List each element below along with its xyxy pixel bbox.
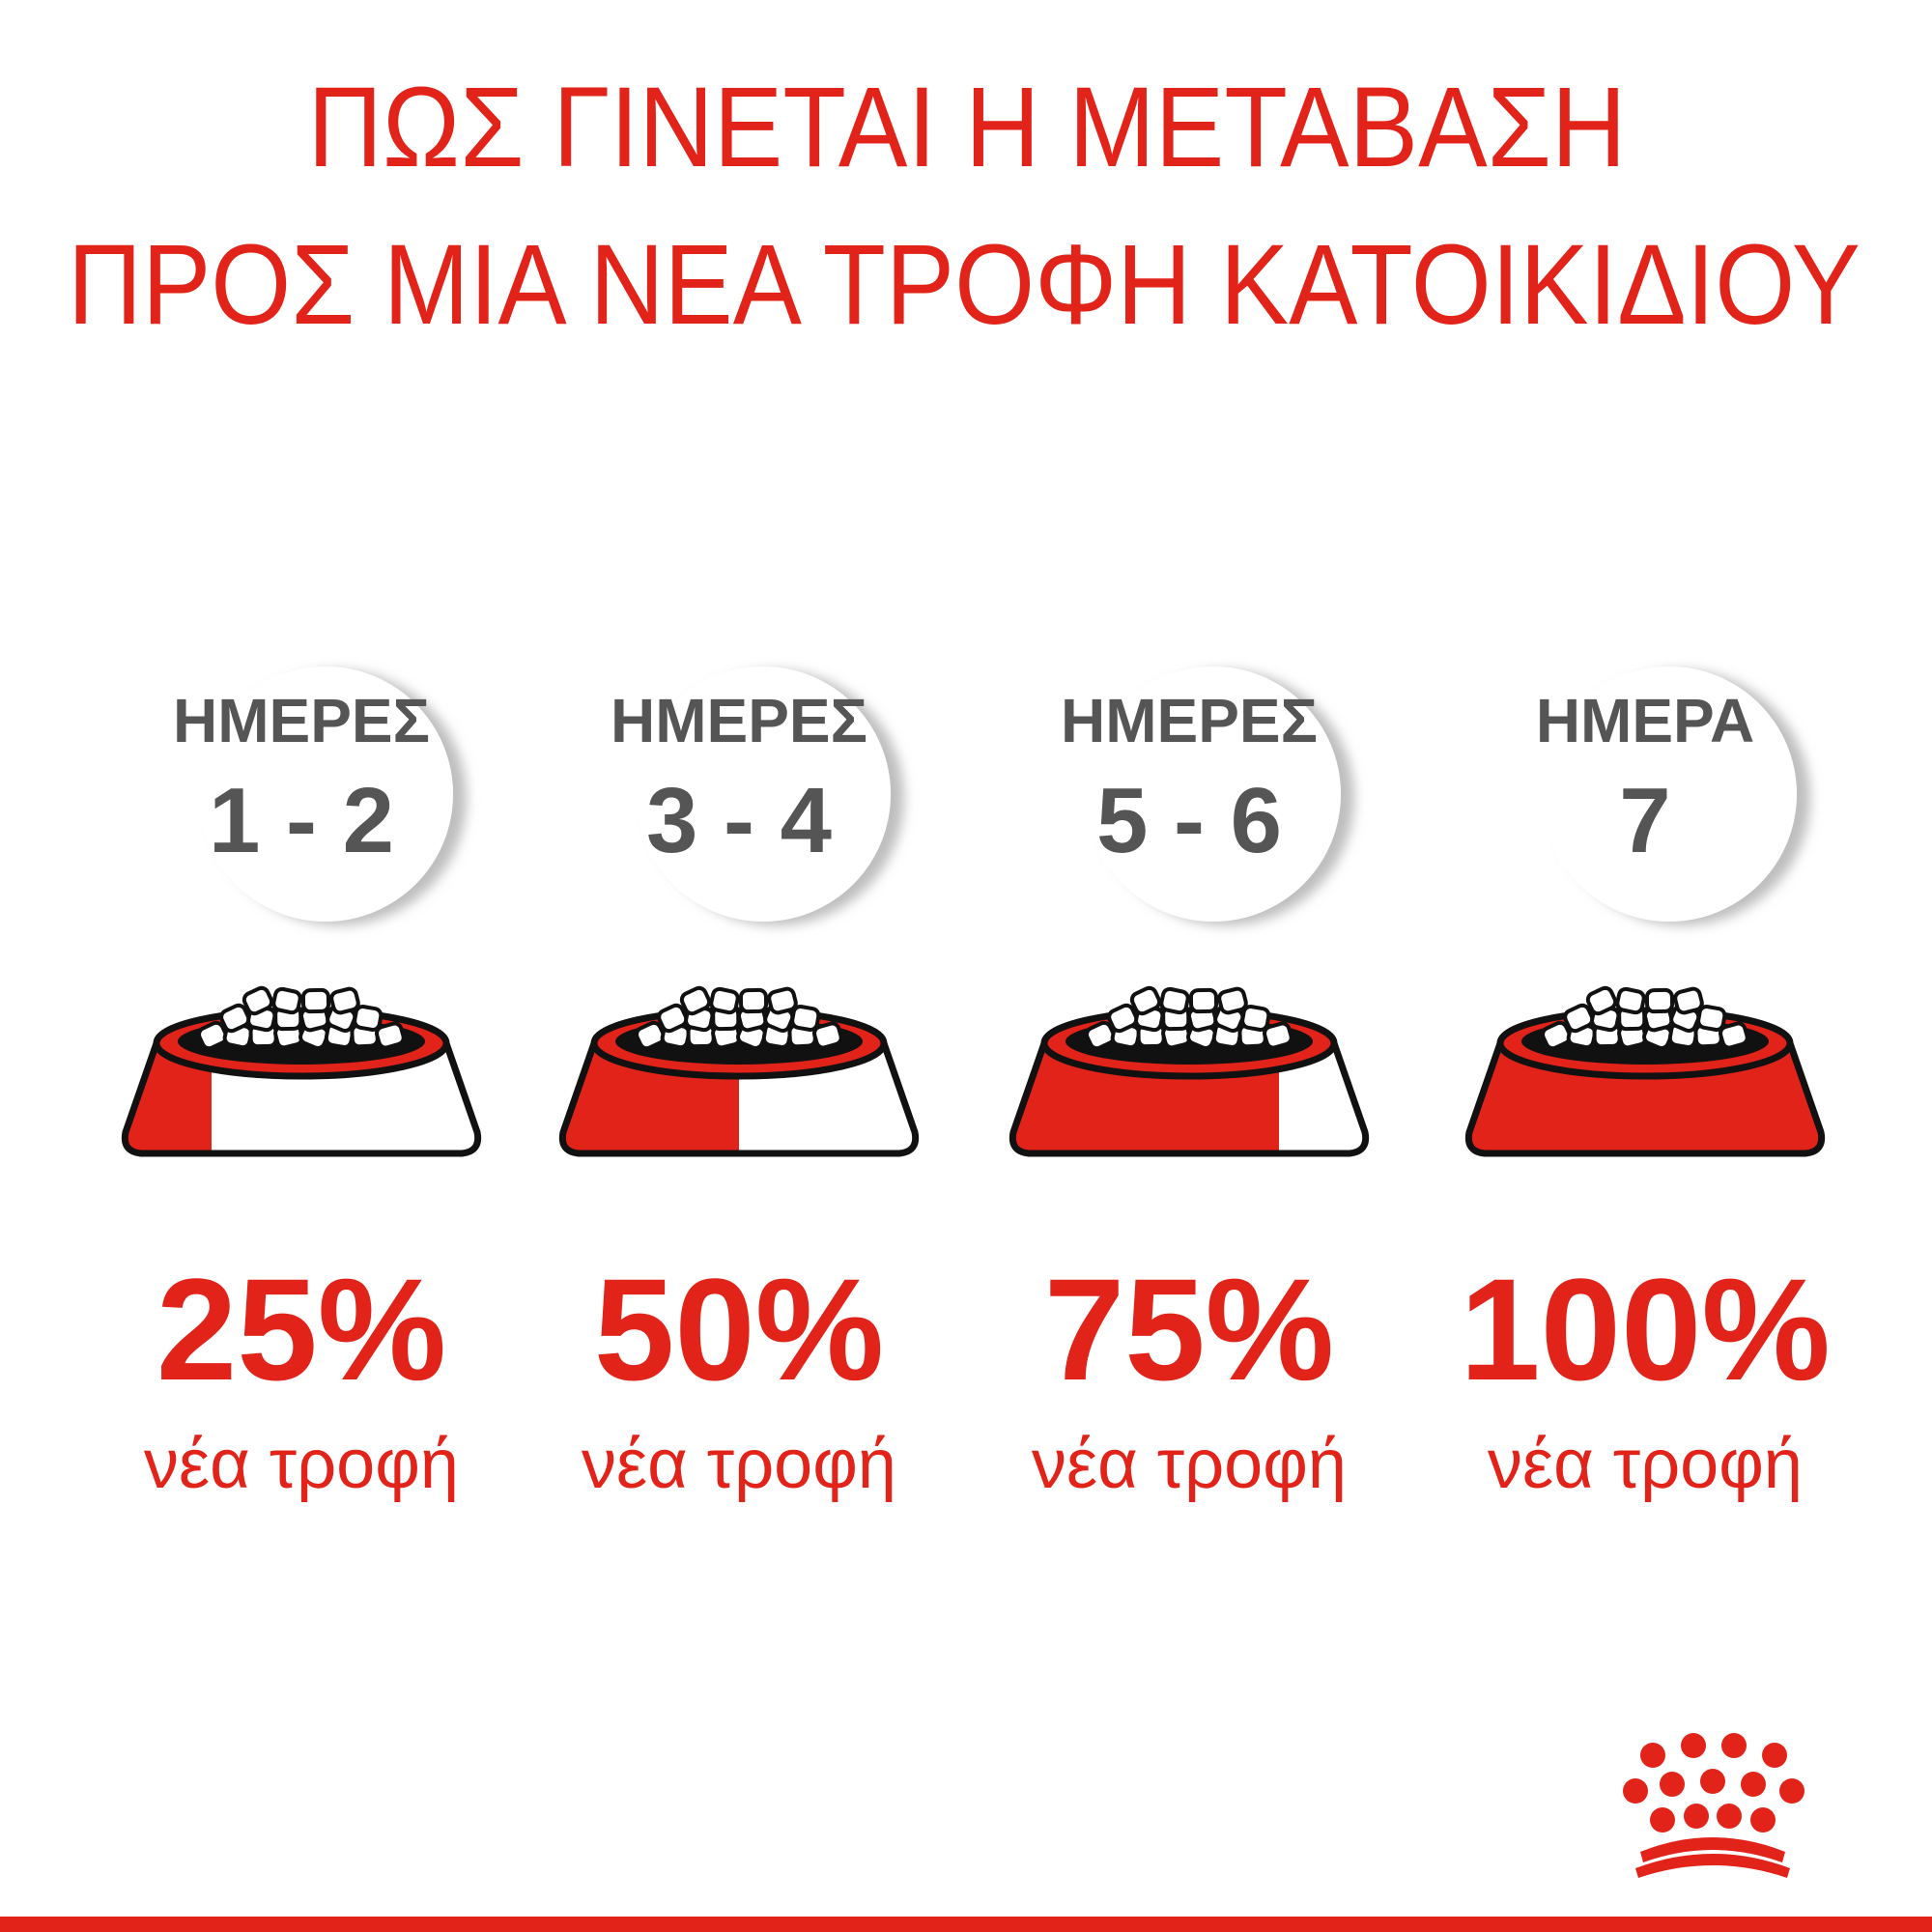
share-label: 75%	[1044, 1248, 1334, 1410]
day-badge	[1086, 667, 1341, 922]
kibble	[1540, 1020, 1573, 1051]
kibble	[271, 986, 302, 1015]
kibble	[1188, 987, 1219, 1014]
kibble	[1644, 987, 1675, 1014]
day-badge	[1542, 667, 1797, 922]
brand-logo	[1623, 1733, 1804, 1878]
bowl	[1464, 985, 1826, 1157]
kibble	[1159, 986, 1190, 1015]
kibble	[1217, 986, 1248, 1015]
day-label: ΗΜΕΡΑ	[1536, 686, 1754, 755]
step: ΗΜΕΡΕΣ 3 - 4 50% νέα τροφή	[558, 667, 920, 1503]
kibble	[679, 985, 712, 1016]
step: ΗΜΕΡΕΣ 5 - 6 75% νέα τροφή	[1009, 667, 1370, 1503]
kibble	[634, 1020, 667, 1051]
caption: νέα τροφή	[1032, 1426, 1347, 1503]
day-label: ΗΜΕΡΕΣ	[173, 686, 430, 755]
caption: νέα τροφή	[582, 1426, 896, 1503]
steps: ΗΜΕΡΕΣ 1 - 2 25% νέα τροφή ΗΜΕΡΕΣ 3 - 4 50% νέα…	[121, 667, 1831, 1503]
kibble	[375, 1021, 406, 1050]
bowl-outline	[1464, 1039, 1826, 1157]
bowl-outline	[558, 1039, 920, 1157]
kibble	[1673, 986, 1704, 1015]
kibble	[1696, 1005, 1727, 1032]
caption: νέα τροφή	[1488, 1426, 1803, 1503]
kibble	[1615, 986, 1646, 1015]
day-range: 7	[1619, 769, 1670, 872]
share-label: 100%	[1460, 1248, 1831, 1410]
kibble	[657, 1003, 689, 1034]
day-range: 5 - 6	[1096, 769, 1282, 872]
kibble	[1240, 1005, 1271, 1032]
kibble	[1563, 1003, 1595, 1034]
kibble	[353, 1005, 384, 1032]
day-badge	[198, 667, 453, 922]
kibble	[242, 985, 274, 1016]
title-line: ΠΡΟΣ ΜΙΑ ΝΕΑ ΤΡΟΦΗ ΚΑΤΟΙΚΙΔΙΟΥ	[68, 221, 1861, 349]
title-line: ΠΩΣ ΓΙΝΕΤΑΙ Η ΜΕΤΑΒΑΣΗ	[308, 64, 1627, 191]
bowl-outline	[121, 1039, 482, 1157]
caption: νέα τροφή	[144, 1426, 459, 1503]
bowl	[558, 985, 920, 1157]
share-label: 25%	[156, 1248, 446, 1410]
kibble	[812, 1021, 843, 1050]
kibble	[767, 986, 798, 1015]
kibble	[219, 1003, 251, 1034]
bowl	[1009, 985, 1370, 1157]
kibble	[1719, 1021, 1749, 1050]
bottom-bar	[0, 1917, 1932, 1932]
kibble	[300, 987, 331, 1014]
day-range: 3 - 4	[646, 769, 832, 872]
day-label: ΗΜΕΡΕΣ	[1061, 686, 1318, 755]
kibble	[790, 1005, 821, 1032]
kibble	[738, 987, 769, 1014]
day-range: 1 - 2	[209, 769, 394, 872]
kibble	[1585, 985, 1618, 1016]
day-label: ΗΜΕΡΕΣ	[611, 686, 867, 755]
bowl-outline	[1009, 1039, 1370, 1157]
step: ΗΜΕΡΑ 7 100% νέα τροφή	[1460, 667, 1831, 1503]
kibble	[1107, 1003, 1139, 1034]
kibble	[196, 1020, 229, 1051]
kibble	[329, 986, 360, 1015]
day-badge	[636, 667, 891, 922]
kibble	[1263, 1021, 1293, 1050]
kibble	[1084, 1020, 1117, 1051]
kibble	[709, 986, 740, 1015]
share-label: 50%	[594, 1248, 884, 1410]
kibble	[1129, 985, 1162, 1016]
